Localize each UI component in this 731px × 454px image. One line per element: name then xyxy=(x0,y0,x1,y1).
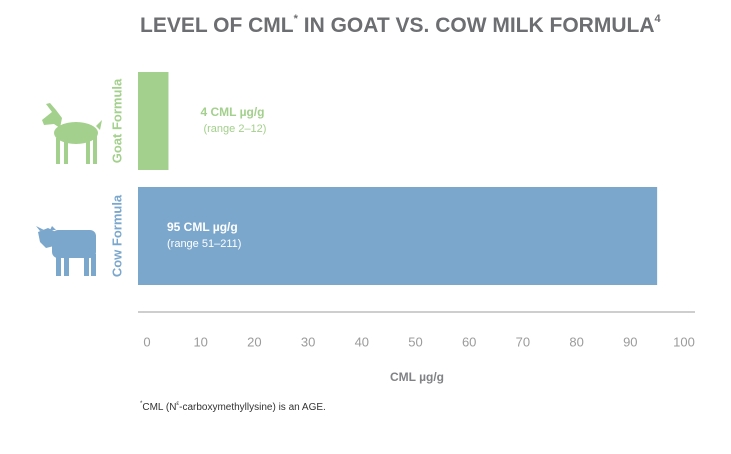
title-rest: IN GOAT VS. COW MILK FORMULA xyxy=(298,14,655,37)
title-ref: 4 xyxy=(655,13,662,25)
value-label: 95 CML µg/g xyxy=(167,220,238,234)
x-tick-label: 60 xyxy=(462,334,476,349)
x-tick-label: 20 xyxy=(247,334,261,349)
x-tick-label: 100 xyxy=(673,334,695,349)
footnote-mark: * xyxy=(140,401,143,407)
footnote-text: -carboxymethyllysine) is an AGE. xyxy=(179,402,326,413)
goat-icon xyxy=(42,103,102,164)
x-tick-label: 90 xyxy=(623,334,637,349)
bar xyxy=(138,72,169,170)
footnote: *CML (Nε-carboxymethyllysine) is an AGE. xyxy=(140,401,326,413)
x-tick-label: 0 xyxy=(143,334,150,349)
category-label: Goat Formula xyxy=(109,78,124,163)
x-tick-label: 30 xyxy=(301,334,315,349)
footnote-sup: ε xyxy=(176,401,179,407)
range-label: (range 51–211) xyxy=(167,238,241,250)
title-mark: * xyxy=(294,13,299,25)
value-label: 4 CML µg/g xyxy=(200,105,264,119)
cow-icon xyxy=(36,226,96,276)
x-tick-label: 40 xyxy=(355,334,369,349)
chart-title: LEVEL OF CML* IN GOAT VS. COW MILK FORMU… xyxy=(140,13,662,37)
title-main: LEVEL OF CML xyxy=(140,14,294,37)
x-tick-label: 50 xyxy=(408,334,422,349)
bar xyxy=(138,187,658,285)
x-tick-label: 80 xyxy=(569,334,583,349)
category-label: Cow Formula xyxy=(109,194,124,277)
footnote-text: CML (N xyxy=(142,402,176,413)
x-axis-label: CML µg/g xyxy=(390,370,444,384)
range-label: (range 2–12) xyxy=(203,123,266,135)
x-tick-label: 10 xyxy=(193,334,207,349)
x-tick-label: 70 xyxy=(516,334,530,349)
